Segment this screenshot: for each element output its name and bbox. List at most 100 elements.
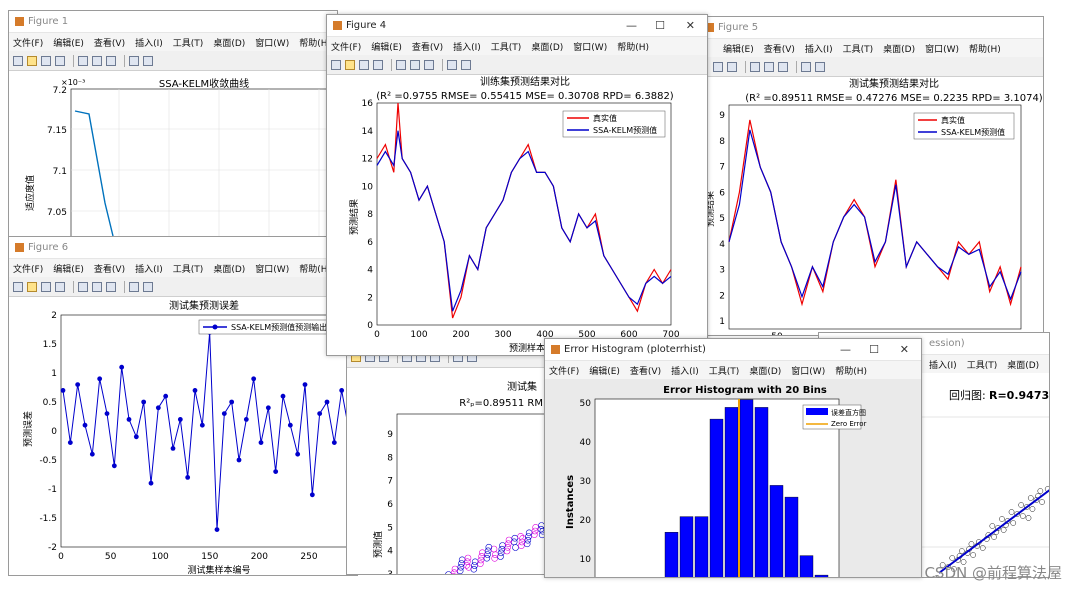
- save-icon[interactable]: [41, 281, 51, 292]
- zoom-icon[interactable]: [78, 55, 88, 66]
- menu-window[interactable]: 窗口(W): [791, 366, 826, 377]
- menu-window[interactable]: 窗口(W): [573, 42, 608, 53]
- error-point: [111, 463, 117, 469]
- print-icon[interactable]: [55, 281, 65, 292]
- pointer-icon[interactable]: [801, 61, 811, 72]
- menu-insert[interactable]: 插入(I): [453, 42, 481, 53]
- maximize-button[interactable]: ☐: [869, 343, 879, 356]
- figure5-titlebar[interactable]: Figure 5: [699, 17, 1043, 39]
- menu-window[interactable]: 窗口(W): [255, 264, 290, 275]
- axes-box: [728, 104, 1022, 330]
- ytick: 0: [367, 321, 373, 331]
- menu-insert[interactable]: 插入(I): [804, 44, 833, 55]
- print-icon[interactable]: [727, 61, 737, 72]
- figure1-titlebar[interactable]: Figure 1: [9, 11, 337, 33]
- menu-desktop[interactable]: 桌面(D): [213, 264, 246, 275]
- menu-window[interactable]: 窗口(W): [925, 44, 959, 55]
- menu-tools[interactable]: 工具(T): [842, 44, 874, 55]
- menu-insert[interactable]: 插入(I): [135, 264, 163, 275]
- menu-tools[interactable]: 工具(T): [490, 42, 522, 53]
- close-button[interactable]: ✕: [685, 19, 695, 32]
- save-icon[interactable]: [713, 61, 723, 72]
- legend-icon[interactable]: [815, 61, 825, 72]
- pointer-icon[interactable]: [129, 55, 139, 66]
- new-icon[interactable]: [13, 281, 23, 292]
- colorbar-icon[interactable]: [106, 281, 116, 292]
- legend-icon[interactable]: [143, 281, 153, 292]
- menu-insert[interactable]: 插入(I): [671, 366, 699, 377]
- save-icon[interactable]: [41, 55, 51, 66]
- open-icon[interactable]: [27, 55, 37, 66]
- menu-edit[interactable]: 编辑(E): [53, 38, 84, 49]
- menu-insert[interactable]: 插入(I): [929, 360, 957, 371]
- menu-desktop[interactable]: 桌面(D): [749, 366, 782, 377]
- figure6-titlebar[interactable]: Figure 6: [9, 237, 357, 259]
- zoom-icon[interactable]: [750, 61, 760, 72]
- ytick: 7.15: [47, 126, 67, 136]
- menu-tools[interactable]: 工具(T): [966, 360, 998, 371]
- legend-icon[interactable]: [461, 59, 471, 70]
- menu-desktop[interactable]: 桌面(D): [531, 42, 564, 53]
- error-point: [60, 388, 66, 393]
- layout-icon[interactable]: [92, 55, 102, 66]
- menu-window[interactable]: 窗口(W): [255, 38, 290, 49]
- menu-insert[interactable]: 插入(I): [135, 38, 163, 49]
- figure6-plot: 测试集预测误差 21.510.50-0.5-1-1.5-20 50 100 150 20…: [9, 297, 357, 575]
- minimize-button[interactable]: —: [626, 19, 637, 32]
- menu-help[interactable]: 帮助(H): [617, 42, 649, 53]
- menu-file[interactable]: 文件(F): [549, 366, 580, 377]
- colorbar-icon[interactable]: [778, 61, 788, 72]
- menu-file[interactable]: 文件(F): [331, 42, 362, 53]
- menu-file[interactable]: 文件(F): [13, 38, 44, 49]
- menu-tools[interactable]: 工具(T): [172, 264, 204, 275]
- save-icon[interactable]: [359, 59, 369, 70]
- layout-icon[interactable]: [764, 61, 774, 72]
- error-point: [89, 451, 95, 457]
- menu-help[interactable]: 帮助(H): [299, 38, 331, 49]
- menu-help[interactable]: 帮助(H): [835, 366, 867, 377]
- menu-tools[interactable]: 工具(T): [172, 38, 204, 49]
- histogram-titlebar[interactable]: Error Histogram (ploterrhist) — ☐ ✕: [545, 339, 921, 361]
- menubar: 文件(F) 编辑(E) 查看(V) 插入(I) 工具(T) 桌面(D) 窗口(W) 帮助(H): [327, 37, 707, 55]
- colorbar-icon[interactable]: [424, 59, 434, 70]
- menu-view[interactable]: 查看(V): [93, 38, 126, 49]
- menu-view[interactable]: 查看(V): [763, 44, 795, 55]
- pointer-icon[interactable]: [129, 281, 139, 292]
- open-icon[interactable]: [345, 59, 355, 70]
- zoom-icon[interactable]: [396, 59, 406, 70]
- menu-help[interactable]: 帮助(H): [969, 44, 1001, 55]
- menu-desktop[interactable]: 桌面(D): [883, 44, 916, 55]
- close-button[interactable]: ✕: [899, 343, 909, 356]
- minimize-button[interactable]: —: [840, 343, 851, 356]
- menu-view[interactable]: 查看(V): [629, 366, 662, 377]
- print-icon[interactable]: [373, 59, 383, 70]
- print-icon[interactable]: [55, 55, 65, 66]
- menu-file[interactable]: 文件(F): [13, 264, 44, 275]
- menu-view[interactable]: 查看(V): [93, 264, 126, 275]
- menu-desktop[interactable]: 桌面(D): [1007, 360, 1040, 371]
- colorbar-icon[interactable]: [106, 55, 116, 66]
- menu-edit[interactable]: 编辑(E): [371, 42, 402, 53]
- regression-point: [1033, 497, 1040, 503]
- error-line: [62, 332, 350, 530]
- menu-edit[interactable]: 编辑(E): [589, 366, 620, 377]
- layout-icon[interactable]: [92, 281, 102, 292]
- menu-edit[interactable]: 编辑(E): [723, 44, 754, 55]
- menu-view[interactable]: 查看(V): [411, 42, 444, 53]
- menu-edit[interactable]: 编辑(E): [53, 264, 84, 275]
- layout-icon[interactable]: [410, 59, 420, 70]
- error-point: [324, 399, 330, 405]
- ytick: 5: [719, 214, 725, 224]
- zoom-icon[interactable]: [78, 281, 88, 292]
- maximize-button[interactable]: ☐: [655, 19, 665, 32]
- figure4-titlebar[interactable]: Figure 4 — ☐ ✕: [327, 15, 707, 37]
- open-icon[interactable]: [27, 281, 37, 292]
- menu-desktop[interactable]: 桌面(D): [213, 38, 246, 49]
- pointer-icon[interactable]: [447, 59, 457, 70]
- ytick: 4: [387, 547, 393, 557]
- legend-icon[interactable]: [143, 55, 153, 66]
- new-icon[interactable]: [13, 55, 23, 66]
- new-icon[interactable]: [331, 59, 341, 70]
- menu-help[interactable]: 帮助(H): [299, 264, 331, 275]
- menu-tools[interactable]: 工具(T): [708, 366, 740, 377]
